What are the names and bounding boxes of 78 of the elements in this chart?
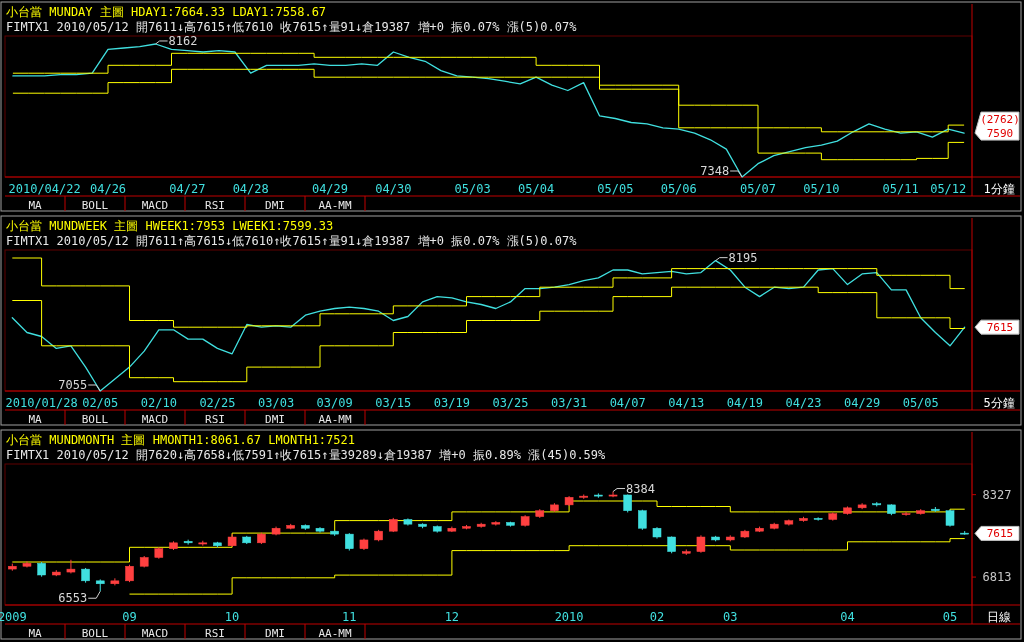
text: MA xyxy=(28,413,42,426)
x-tick-label: 10 xyxy=(224,610,240,624)
text: MACD xyxy=(141,413,169,426)
x-tick-label: 05/12 xyxy=(930,182,967,196)
text: (2762) 7590 xyxy=(980,113,1020,141)
x-axis-title: 5分鐘 xyxy=(983,396,1015,410)
text: RSI xyxy=(205,413,225,426)
text: DMI xyxy=(265,413,285,426)
x-tick-label: 03/25 xyxy=(492,396,529,410)
x-axis-title: 1分鐘 xyxy=(983,182,1015,196)
x-axis-title: 日線 xyxy=(987,610,1011,624)
x-tick-label: 05/07 xyxy=(739,182,777,196)
text: 7615 xyxy=(986,527,1014,541)
x-tick-label: 04/30 xyxy=(375,182,412,196)
annotation: 8162 xyxy=(168,33,198,48)
x-tick-label: 04/27 xyxy=(169,182,206,196)
x-tick-label: 02/25 xyxy=(199,396,236,410)
y-tick-label: 6813 xyxy=(982,570,1012,585)
chart-title: 小台當 MUNDAY 主圖 HDAY1:7664.33 LDAY1:7558.67 xyxy=(6,5,327,19)
annotation: 7055 xyxy=(58,378,88,392)
x-tick-label: 05/11 xyxy=(882,182,919,196)
x-tick-label: 05/06 xyxy=(660,182,697,196)
x-tick-label: 02 xyxy=(649,610,665,624)
x-tick-label: 09 xyxy=(122,610,137,624)
x-tick-label: 03/19 xyxy=(433,396,470,410)
annotation: 8384 xyxy=(626,481,655,496)
x-tick-label: 04/29 xyxy=(844,396,881,410)
x-tick-label: 04/26 xyxy=(89,182,127,196)
text: BOLL xyxy=(81,627,109,640)
text: DMI xyxy=(265,199,285,212)
x-tick-label: 05 xyxy=(942,610,958,624)
x-tick-label: 04 xyxy=(840,610,855,624)
x-tick-label: 04/13 xyxy=(668,396,705,410)
text: AA-MM xyxy=(318,199,352,212)
x-tick-label: 04/07 xyxy=(609,396,646,410)
chart-subtitle: FIMTX1 2010/05/12 開7611↓高7615↑低7610 收7615↑量91↓倉19387 增+0 振0.07% 漲(5)0.07% xyxy=(6,20,578,34)
x-tick-label: 12 xyxy=(444,610,460,624)
x-tick-label: 04/23 xyxy=(785,396,822,410)
text: 7615 xyxy=(986,321,1014,335)
text: MACD xyxy=(141,199,169,212)
text: BOLL xyxy=(81,413,109,426)
text: AA-MM xyxy=(318,627,352,640)
x-tick-label: 05/10 xyxy=(803,182,840,196)
y-tick-label: 8327 xyxy=(982,487,1012,502)
x-tick-label: 2010/04/22 xyxy=(8,182,81,196)
chart-subtitle: FIMTX1 2010/05/12 開7611↑高7615↓低7610↑收7615↑量91↓倉19387 增+0 振0.07% 漲(5)0.07% xyxy=(6,234,578,248)
x-tick-label: 03/09 xyxy=(316,396,353,410)
x-tick-label: 05/05 xyxy=(597,182,634,196)
x-tick-label: 05/04 xyxy=(517,182,555,196)
annotation: 6553 xyxy=(58,591,88,606)
text: RSI xyxy=(205,199,225,212)
x-tick-label: 11 xyxy=(342,610,357,624)
x-tick-label: 03/03 xyxy=(257,396,295,410)
x-tick-label: 03/15 xyxy=(375,396,412,410)
chart-title: 小台當 MUNDMONTH 主圖 HMONTH1:8061.67 LMONTH1:7521 xyxy=(6,433,355,447)
text: BOLL xyxy=(81,199,109,212)
text: MACD xyxy=(141,627,169,640)
candlestick xyxy=(66,559,76,574)
x-tick-label: 03/31 xyxy=(551,396,588,410)
x-tick-label: 04/19 xyxy=(726,396,763,410)
x-tick-label: 04/28 xyxy=(232,182,269,196)
x-tick-label: 02/05 xyxy=(82,396,119,410)
chart-title: 小台當 MUNDWEEK 主圖 HWEEK1:7953 LWEEK1:7599.33 xyxy=(6,219,334,233)
x-tick-label: 2010 xyxy=(554,610,584,624)
text: RSI xyxy=(205,627,225,640)
x-tick-label: 03 xyxy=(723,610,738,624)
text: DMI xyxy=(265,627,285,640)
chart-subtitle: FIMTX1 2010/05/12 開7620↓高7658↓低7591↑收7615↑量39289↓倉19387 增+0 振0.89% 漲(45)0.59% xyxy=(6,448,607,462)
annotation: 8195 xyxy=(728,250,758,265)
x-tick-label: 04/29 xyxy=(311,182,349,196)
text: AA-MM xyxy=(318,413,352,426)
x-tick-label: 02/10 xyxy=(140,396,177,410)
x-tick-label: 05/03 xyxy=(454,182,491,196)
annotation: 7348 xyxy=(700,164,730,178)
x-tick-label: 2010/01/28 xyxy=(5,396,78,410)
x-tick-label: 05/05 xyxy=(902,396,939,410)
text: MA xyxy=(28,199,42,212)
text: MA xyxy=(28,627,42,640)
